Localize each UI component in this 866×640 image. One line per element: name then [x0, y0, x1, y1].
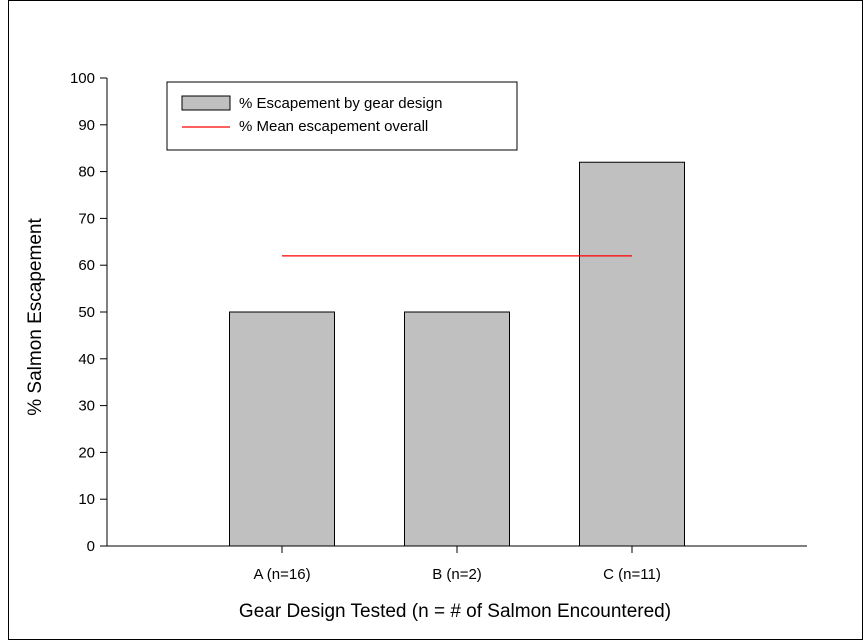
y-tick-label: 40: [78, 351, 95, 368]
x-tick-label: A (n=16): [253, 566, 310, 583]
bar: [579, 161, 685, 547]
legend-box: [166, 81, 518, 151]
y-tick-label: 80: [78, 164, 95, 181]
bar: [404, 311, 510, 547]
bar: [229, 311, 335, 547]
x-axis-title: Gear Design Tested (n = # of Salmon Enco…: [239, 601, 671, 622]
x-tick-label: C (n=11): [603, 566, 661, 583]
legend-bar-swatch: [181, 95, 231, 111]
y-tick-label: 50: [78, 304, 95, 321]
bars: [229, 161, 685, 547]
y-axis-title: % Salmon Escapement: [25, 218, 46, 416]
x-tick-label: B (n=2): [432, 566, 482, 583]
y-tick-label: 10: [78, 491, 95, 508]
legend-label-bars: % Escapement by gear design: [239, 95, 442, 112]
legend: % Escapement by gear design % Mean escap…: [166, 81, 518, 151]
y-tick-label: 60: [78, 257, 95, 274]
y-tick-label: 0: [87, 538, 95, 555]
y-tick-label: 70: [78, 210, 95, 227]
y-tick-label: 90: [78, 117, 95, 134]
y-tick-label: 30: [78, 398, 95, 415]
y-axis: 0 10 20 30 40 50 60 70 80 90 100: [70, 70, 108, 555]
x-axis: A (n=16) B (n=2) C (n=11): [107, 545, 807, 583]
legend-label-mean: % Mean escapement overall: [239, 118, 428, 135]
y-tick-label: 20: [78, 444, 95, 461]
y-tick-label: 100: [70, 70, 95, 87]
